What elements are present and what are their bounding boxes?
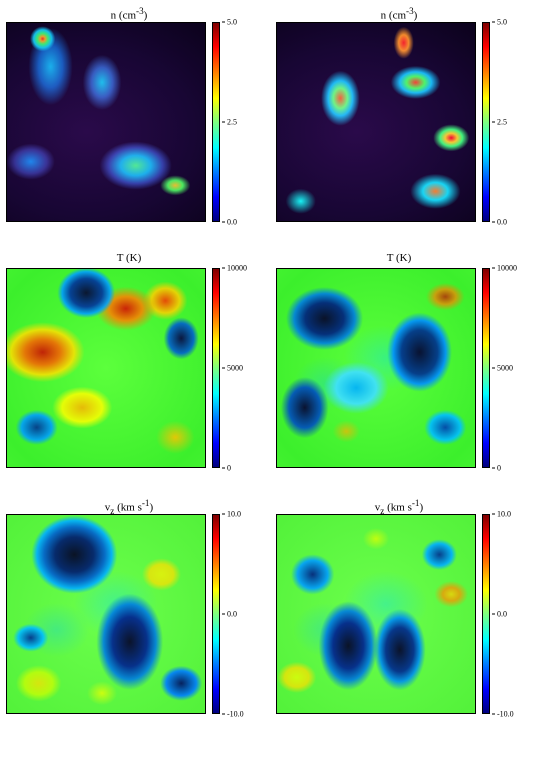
tick-label: 0.0 — [492, 218, 507, 227]
panel-density-right: n (cm-3) 5.0 2.5 0.0 — [276, 6, 522, 222]
tick-label: 0.0 — [492, 610, 507, 619]
colorbar-ticks: 10.0 0.0 -10.0 — [220, 514, 250, 714]
heatmap-velocity-right — [276, 514, 476, 714]
panel-temperature-left: T (K) 10000 5000 0 — [6, 252, 252, 468]
tick-label: 2.5 — [222, 118, 237, 127]
tick-label: 0 — [222, 464, 231, 473]
tick-label: -10.0 — [222, 710, 244, 719]
panel-title: vz (km s-1) — [6, 498, 252, 512]
tick-label: 2.5 — [492, 118, 507, 127]
panel-title: T (K) — [276, 252, 522, 266]
tick-label: 10000 — [492, 264, 517, 273]
colorbar — [212, 22, 220, 222]
tick-label: -10.0 — [492, 710, 514, 719]
tick-label: 10000 — [222, 264, 247, 273]
colorbar-ticks: 5.0 2.5 0.0 — [220, 22, 250, 222]
tick-label: 0 — [492, 464, 501, 473]
tick-label: 5000 — [222, 364, 243, 373]
panel-title: n (cm-3) — [276, 6, 522, 20]
heatmap-density-left — [6, 22, 206, 222]
tick-label: 10.0 — [222, 510, 241, 519]
figure-grid: n (cm-3) 5.0 2.5 0.0 n (cm-3) — [0, 0, 534, 724]
colorbar-ticks: 10000 5000 0 — [490, 268, 520, 468]
tick-label: 5.0 — [492, 18, 507, 27]
panel-velocity-left: vz (km s-1) 10.0 0.0 -10.0 — [6, 498, 252, 714]
panel-density-left: n (cm-3) 5.0 2.5 0.0 — [6, 6, 252, 222]
colorbar — [482, 268, 490, 468]
panel-temperature-right: T (K) 10000 5000 0 — [276, 252, 522, 468]
colorbar — [212, 514, 220, 714]
colorbar — [482, 22, 490, 222]
panel-velocity-right: vz (km s-1) 10.0 0.0 -10.0 — [276, 498, 522, 714]
heatmap-velocity-left — [6, 514, 206, 714]
heatmap-temperature-right — [276, 268, 476, 468]
colorbar — [482, 514, 490, 714]
heatmap-density-right — [276, 22, 476, 222]
tick-label: 10.0 — [492, 510, 511, 519]
panel-title: vz (km s-1) — [276, 498, 522, 512]
tick-label: 5000 — [492, 364, 513, 373]
panel-title: n (cm-3) — [6, 6, 252, 20]
colorbar-ticks: 10.0 0.0 -10.0 — [490, 514, 520, 714]
tick-label: 0.0 — [222, 218, 237, 227]
colorbar — [212, 268, 220, 468]
colorbar-ticks: 10000 5000 0 — [220, 268, 250, 468]
tick-label: 0.0 — [222, 610, 237, 619]
tick-label: 5.0 — [222, 18, 237, 27]
panel-title: T (K) — [6, 252, 252, 266]
colorbar-ticks: 5.0 2.5 0.0 — [490, 22, 520, 222]
heatmap-temperature-left — [6, 268, 206, 468]
